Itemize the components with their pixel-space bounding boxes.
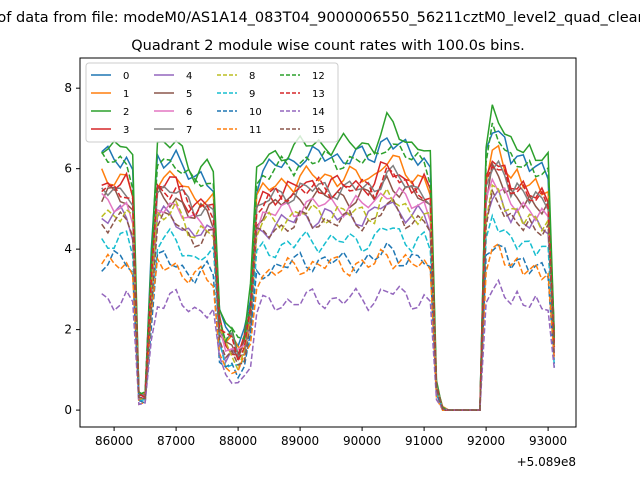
series-line-15 [101, 188, 556, 411]
series-line-11 [101, 242, 556, 411]
x-offset-label: +5.089e8 [517, 455, 576, 469]
series-line-9 [101, 213, 556, 411]
chart-title: Quadrant 2 module wise count rates with … [131, 38, 525, 54]
legend-label-4: 4 [186, 71, 192, 82]
legend-label-2: 2 [123, 107, 129, 118]
legend-label-1: 1 [123, 89, 129, 100]
legend-label-7: 7 [186, 125, 192, 136]
legend-label-15: 15 [312, 125, 325, 136]
y-tick-label: 2 [64, 323, 72, 337]
series-line-14 [101, 278, 556, 411]
legend-label-10: 10 [249, 107, 262, 118]
figure-suptitle: Plot of data from file: modeM0/AS1A14_08… [0, 10, 640, 26]
legend-label-11: 11 [249, 125, 262, 136]
x-tick-label: 92000 [467, 434, 505, 448]
x-axis: 86000 87000 88000 89000 90000 91000 92000 93000 [95, 427, 567, 448]
legend-label-5: 5 [186, 89, 192, 100]
y-tick-label: 8 [64, 81, 72, 95]
series-line-2 [101, 104, 556, 411]
series-layer [101, 104, 556, 411]
x-tick-label: 93000 [529, 434, 567, 448]
x-tick-label: 89000 [281, 434, 319, 448]
series-line-12 [101, 122, 556, 411]
legend-label-9: 9 [249, 89, 255, 100]
y-tick-label: 0 [64, 403, 72, 417]
legend-label-6: 6 [186, 107, 192, 118]
x-tick-label: 86000 [95, 434, 133, 448]
y-tick-label: 4 [64, 242, 72, 256]
legend-label-14: 14 [312, 107, 325, 118]
x-tick-label: 88000 [219, 434, 257, 448]
legend-label-0: 0 [123, 71, 129, 82]
legend-frame [85, 62, 339, 143]
legend-label-12: 12 [312, 71, 325, 82]
x-tick-label: 91000 [405, 434, 443, 448]
axes-frame [79, 57, 577, 428]
x-tick-label: 87000 [157, 434, 195, 448]
legend-label-8: 8 [249, 71, 255, 82]
legend-label-3: 3 [123, 125, 129, 136]
y-tick-label: 6 [64, 162, 72, 176]
y-axis: 0 2 4 6 8 [64, 81, 80, 417]
legend-label-13: 13 [312, 89, 325, 100]
x-tick-label: 90000 [343, 434, 381, 448]
